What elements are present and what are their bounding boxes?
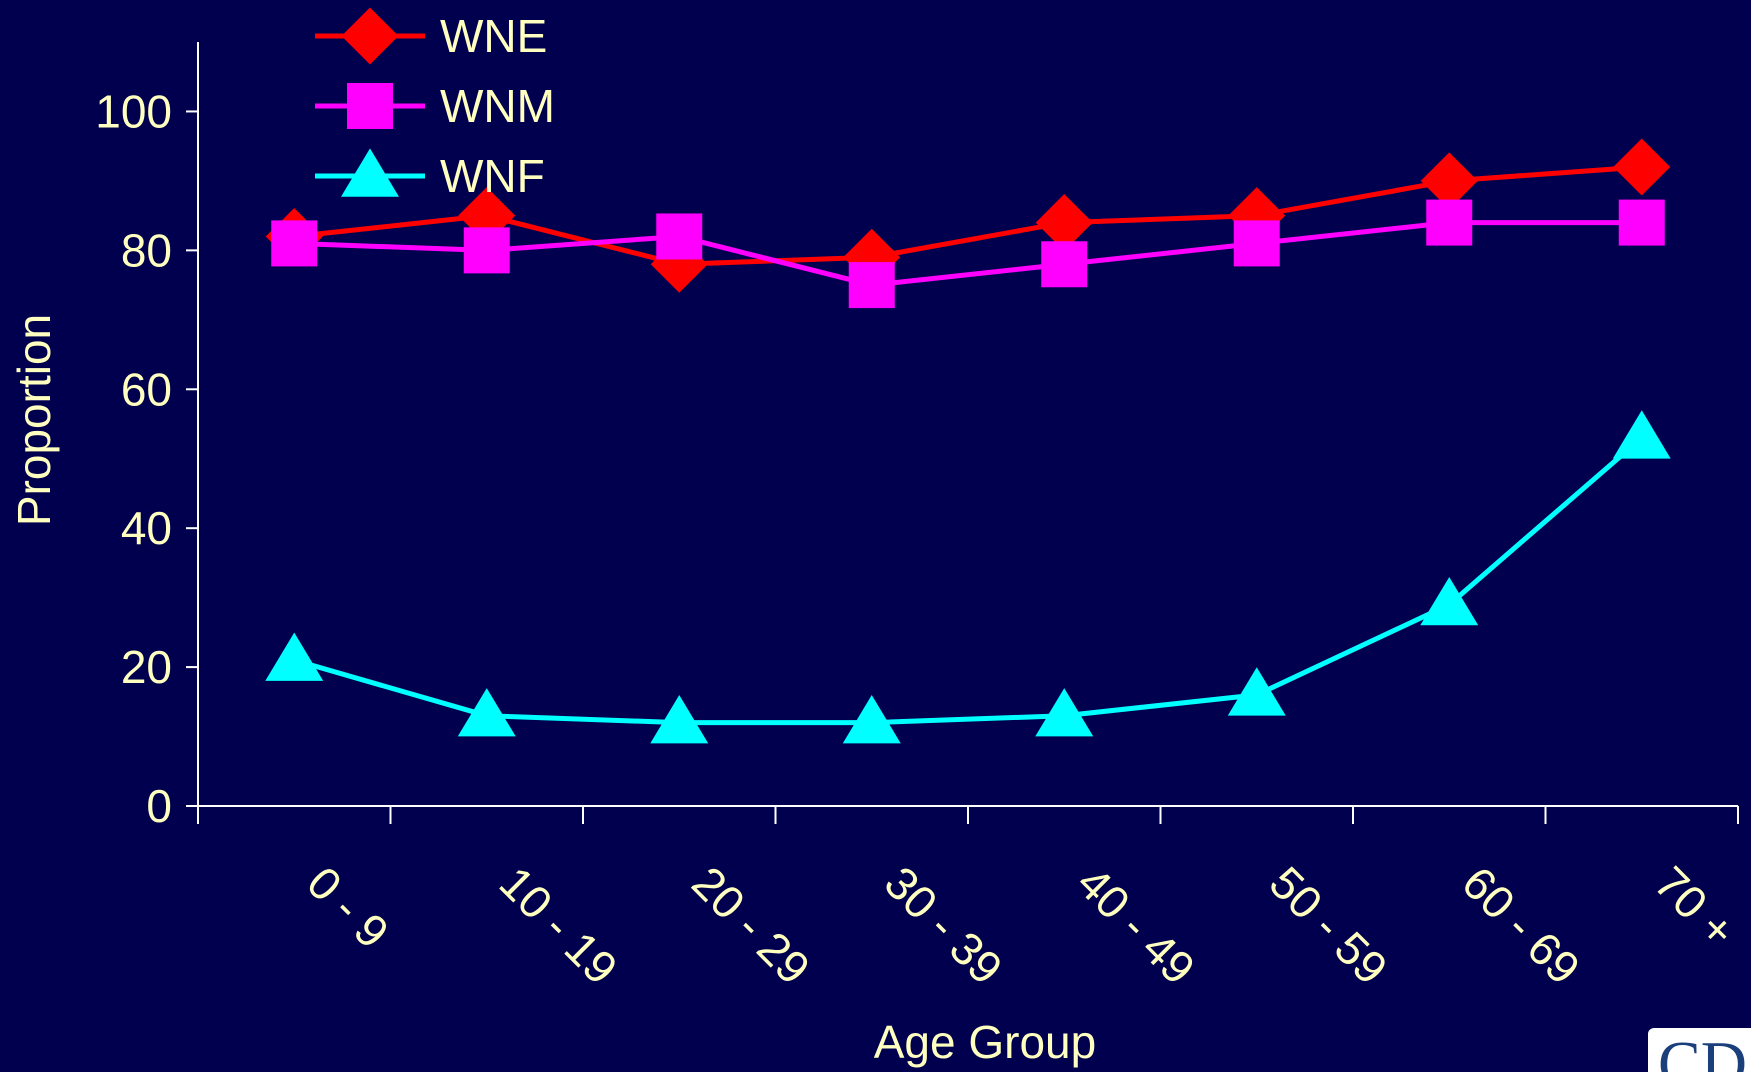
data-point bbox=[650, 235, 708, 293]
data-point bbox=[1612, 410, 1671, 459]
x-tick-label: 70 + bbox=[1645, 856, 1746, 957]
x-axis-title: Age Group bbox=[874, 1016, 1096, 1068]
x-tick-label: 50 - 59 bbox=[1260, 856, 1398, 994]
data-point bbox=[842, 695, 901, 744]
legend-label: WNM bbox=[440, 80, 555, 132]
data-point bbox=[1041, 241, 1088, 288]
data-point bbox=[457, 688, 516, 737]
data-point bbox=[1420, 576, 1479, 626]
x-tick-label: 10 - 19 bbox=[490, 856, 628, 994]
legend-marker bbox=[347, 83, 393, 129]
data-point bbox=[1233, 220, 1280, 267]
data-point bbox=[1426, 199, 1473, 246]
corner-logo: CD bbox=[1648, 1028, 1751, 1072]
legend-marker bbox=[341, 7, 399, 65]
corner-logo-text: CD bbox=[1658, 1028, 1747, 1072]
series-wnm bbox=[271, 199, 1665, 309]
data-point bbox=[1613, 138, 1671, 196]
data-point bbox=[1420, 152, 1478, 210]
x-tick-label: 20 - 29 bbox=[682, 856, 820, 994]
series-line bbox=[293, 436, 1644, 726]
y-tick-label: 60 bbox=[121, 363, 172, 415]
legend-item-wne: WNE bbox=[315, 7, 547, 65]
y-tick-label: 20 bbox=[121, 641, 172, 693]
legend: WNE WNM WNF bbox=[315, 7, 555, 202]
y-tick-label: 0 bbox=[146, 780, 172, 832]
x-tick-label: 60 - 69 bbox=[1452, 856, 1590, 994]
data-point bbox=[1618, 199, 1665, 246]
legend-item-wnm: WNM bbox=[315, 80, 555, 132]
data-point bbox=[271, 220, 318, 267]
y-tick-label: 100 bbox=[95, 85, 172, 137]
data-point bbox=[848, 262, 895, 309]
legend-label: WNF bbox=[440, 150, 545, 202]
data-point bbox=[1227, 667, 1286, 716]
y-tick-label: 40 bbox=[121, 502, 172, 554]
data-point bbox=[1035, 688, 1094, 737]
x-tick-label: 30 - 39 bbox=[875, 856, 1013, 994]
series-line bbox=[293, 164, 1642, 267]
legend-marker bbox=[341, 148, 399, 197]
x-tick-label: 40 - 49 bbox=[1067, 856, 1205, 994]
data-point bbox=[463, 227, 510, 274]
legend-item-wnf: WNF bbox=[315, 148, 545, 202]
series-line bbox=[294, 220, 1642, 288]
axes: 0 20 40 60 80 100 0 - 9 10 - 19 20 - 29 30 - 39 40… bbox=[95, 42, 1746, 994]
data-point bbox=[1035, 194, 1093, 252]
y-axis-title: Proportion bbox=[8, 314, 60, 526]
data-point bbox=[650, 695, 709, 744]
x-tick-label: 0 - 9 bbox=[297, 856, 399, 958]
y-tick-label: 80 bbox=[121, 224, 172, 276]
series-wnf bbox=[265, 410, 1671, 744]
series-group bbox=[265, 138, 1671, 744]
data-point bbox=[265, 632, 324, 681]
legend-label: WNE bbox=[440, 10, 547, 62]
data-point bbox=[656, 213, 703, 260]
